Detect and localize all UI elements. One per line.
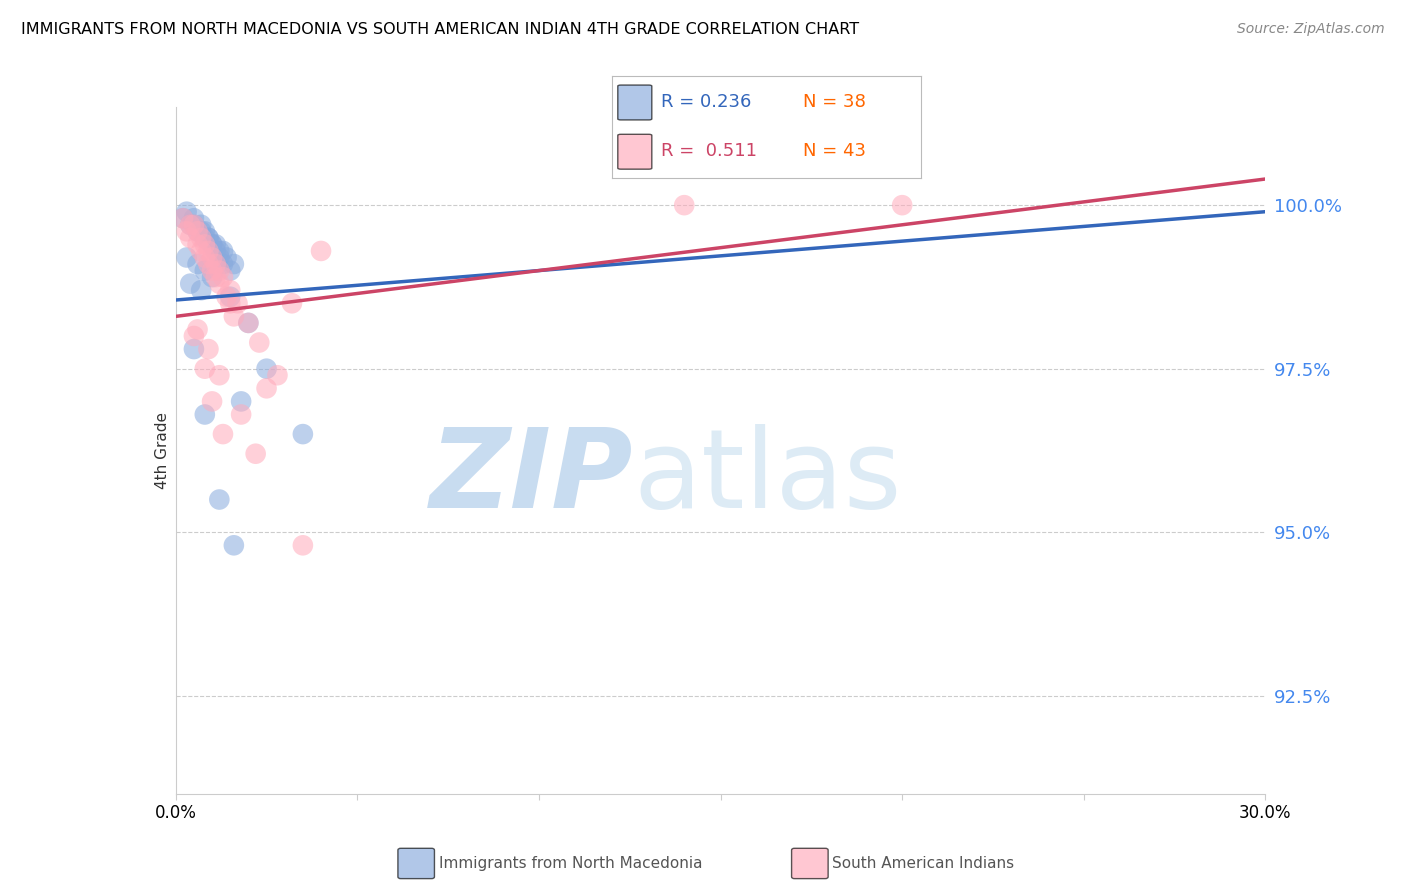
Point — [222, 538, 245, 552]
Point — [204, 237, 226, 252]
Point — [172, 211, 194, 226]
Point — [194, 251, 217, 265]
Point — [176, 224, 198, 238]
Point — [208, 492, 231, 507]
Point — [183, 218, 205, 232]
Point — [231, 394, 253, 409]
Point — [197, 231, 219, 245]
Point — [222, 257, 245, 271]
Point — [186, 237, 209, 252]
Point — [186, 257, 209, 271]
Point — [190, 283, 212, 297]
Point — [186, 224, 209, 238]
Point — [212, 270, 235, 285]
Point — [190, 231, 212, 245]
Text: R =  0.511: R = 0.511 — [661, 142, 756, 160]
Point — [208, 244, 231, 258]
Point — [245, 447, 267, 461]
Point — [247, 335, 270, 350]
Point — [212, 244, 235, 258]
Point — [238, 316, 260, 330]
Text: IMMIGRANTS FROM NORTH MACEDONIA VS SOUTH AMERICAN INDIAN 4TH GRADE CORRELATION C: IMMIGRANTS FROM NORTH MACEDONIA VS SOUTH… — [21, 22, 859, 37]
Point — [222, 310, 245, 324]
Point — [194, 224, 217, 238]
Point — [231, 408, 253, 422]
Point — [238, 316, 260, 330]
Point — [212, 257, 235, 271]
Point — [194, 263, 217, 277]
Text: R = 0.236: R = 0.236 — [661, 94, 751, 112]
Point — [201, 251, 224, 265]
FancyBboxPatch shape — [617, 135, 652, 169]
Point — [208, 263, 231, 277]
Point — [194, 231, 217, 245]
Point — [190, 244, 212, 258]
Point — [183, 342, 205, 356]
Point — [204, 257, 226, 271]
Point — [309, 244, 332, 258]
Point — [215, 290, 238, 304]
Point — [201, 270, 224, 285]
Point — [219, 263, 242, 277]
Y-axis label: 4th Grade: 4th Grade — [155, 412, 170, 489]
Point — [197, 231, 219, 245]
Point — [291, 538, 314, 552]
Point — [226, 296, 249, 310]
Point — [208, 368, 231, 383]
Text: N = 38: N = 38 — [803, 94, 866, 112]
Text: Immigrants from North Macedonia: Immigrants from North Macedonia — [439, 856, 702, 871]
Point — [201, 237, 224, 252]
Point — [176, 204, 198, 219]
Point — [179, 218, 201, 232]
Point — [266, 368, 288, 383]
Point — [190, 218, 212, 232]
Point — [179, 277, 201, 291]
Point — [219, 290, 242, 304]
Text: Source: ZipAtlas.com: Source: ZipAtlas.com — [1237, 22, 1385, 37]
Point — [281, 296, 304, 310]
Point — [179, 218, 201, 232]
Point — [219, 296, 242, 310]
Point — [201, 263, 224, 277]
Point — [179, 231, 201, 245]
Point — [197, 342, 219, 356]
Text: ZIP: ZIP — [430, 425, 633, 532]
Point — [201, 237, 224, 252]
Point — [186, 224, 209, 238]
Text: N = 43: N = 43 — [803, 142, 866, 160]
Point — [215, 251, 238, 265]
Point — [212, 427, 235, 442]
Point — [183, 218, 205, 232]
Point — [204, 244, 226, 258]
Point — [201, 394, 224, 409]
Point — [197, 244, 219, 258]
Point — [176, 251, 198, 265]
Point — [194, 237, 217, 252]
Point — [197, 257, 219, 271]
Point — [194, 361, 217, 376]
Point — [183, 211, 205, 226]
Point — [256, 381, 278, 395]
Point — [256, 361, 278, 376]
Point — [291, 427, 314, 442]
Point — [891, 198, 914, 212]
Point — [194, 408, 217, 422]
Point — [190, 224, 212, 238]
Point — [204, 270, 226, 285]
Text: South American Indians: South American Indians — [832, 856, 1015, 871]
Point — [208, 277, 231, 291]
Point — [208, 251, 231, 265]
FancyBboxPatch shape — [617, 85, 652, 120]
Text: atlas: atlas — [633, 425, 901, 532]
Point — [219, 283, 242, 297]
Point — [673, 198, 696, 212]
Point — [186, 322, 209, 336]
Point — [172, 211, 194, 226]
Point — [183, 329, 205, 343]
